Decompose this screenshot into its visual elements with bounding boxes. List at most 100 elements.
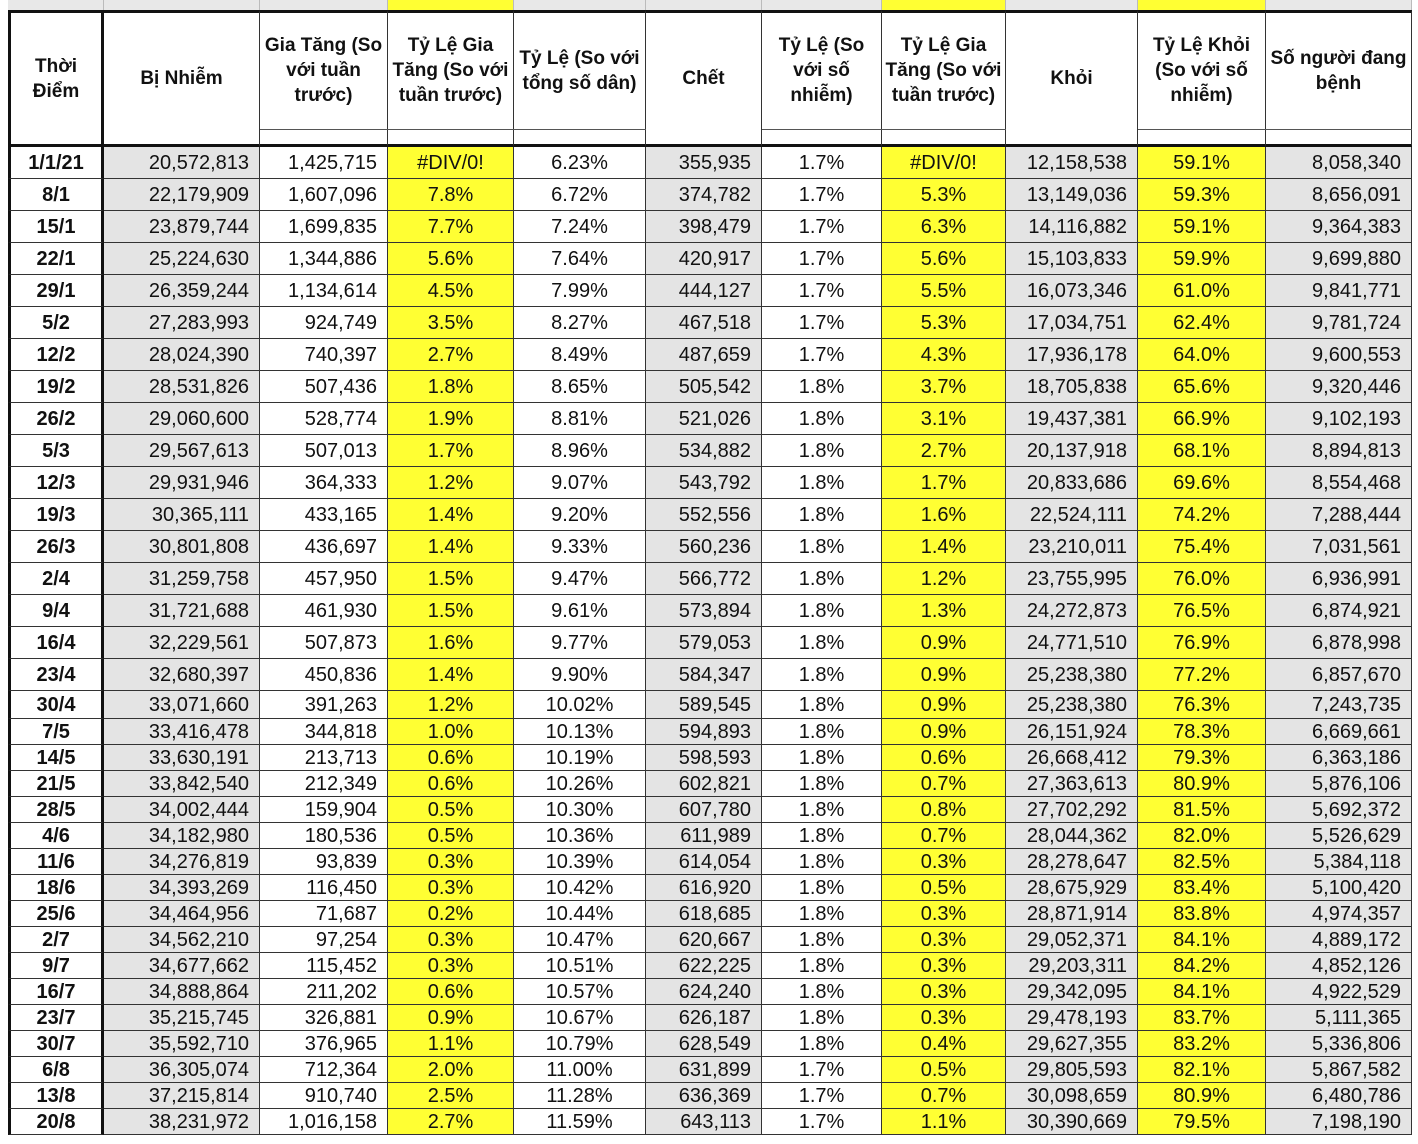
table-cell: 211,202 [260,979,388,1005]
table-cell: 71,687 [260,901,388,927]
table-cell: 355,935 [646,147,762,179]
table-cell: 0.7% [882,1083,1006,1109]
table-cell: 84.2% [1138,953,1266,979]
table-cell: 26/3 [8,531,104,563]
table-cell: 0.9% [882,691,1006,719]
table-cell: 9,841,771 [1266,275,1412,307]
table-cell: 16,073,346 [1006,275,1138,307]
table-cell: 15,103,833 [1006,243,1138,275]
header-subline [762,129,882,130]
table-cell: 25/6 [8,901,104,927]
table-cell: 62.4% [1138,307,1266,339]
table-cell: 29,627,355 [1006,1031,1138,1057]
table-cell: 9.33% [514,531,646,563]
table-cell: 1.7% [762,1057,882,1083]
table-cell: 6,857,670 [1266,659,1412,691]
table-cell: 1.7% [388,435,514,467]
table-cell: 20,137,918 [1006,435,1138,467]
table-cell: 1.8% [762,719,882,745]
table-cell: 505,542 [646,371,762,403]
header-subline [388,129,514,130]
table-cell: 16/7 [8,979,104,1005]
table-cell: 180,536 [260,823,388,849]
table-cell: 5.6% [388,243,514,275]
table-cell: 6,936,991 [1266,563,1412,595]
table-cell: 1.6% [882,499,1006,531]
table-cell: 10.57% [514,979,646,1005]
table-cell: 64.0% [1138,339,1266,371]
header-cell: Tỷ Lệ Gia Tăng (So với tuần trước) [388,10,514,147]
table-cell: 1,016,158 [260,1109,388,1135]
table-cell: 9.07% [514,467,646,499]
table-cell: 76.9% [1138,627,1266,659]
table-cell: 10.26% [514,771,646,797]
table-cell: 28,531,826 [104,371,260,403]
column-strip [882,0,1006,10]
table-cell: 8.49% [514,339,646,371]
table-cell: 10.44% [514,901,646,927]
table-cell: 11.00% [514,1057,646,1083]
table-cell: 8.96% [514,435,646,467]
table-cell: 12/2 [8,339,104,371]
table-cell: 0.3% [388,875,514,901]
table-cell: 28,278,647 [1006,849,1138,875]
table-cell: 1/1/21 [8,147,104,179]
table-cell: 374,782 [646,179,762,211]
table-cell: 19,437,381 [1006,403,1138,435]
table-cell: 1.4% [882,531,1006,563]
table-cell: 18/6 [8,875,104,901]
table-cell: 1.2% [388,467,514,499]
column-strip [8,0,104,10]
table-cell: 616,920 [646,875,762,901]
table-cell: 1.7% [762,179,882,211]
table-cell: 65.6% [1138,371,1266,403]
table-cell: 6.3% [882,211,1006,243]
table-cell: 0.5% [882,1057,1006,1083]
table-cell: 594,893 [646,719,762,745]
table-cell: 1.8% [762,927,882,953]
table-cell: 364,333 [260,467,388,499]
table-cell: 6,874,921 [1266,595,1412,627]
table-cell: 15/1 [8,211,104,243]
header-subline [514,129,646,130]
table-cell: 1.6% [388,627,514,659]
table-cell: 607,780 [646,797,762,823]
table-cell: 30,390,669 [1006,1109,1138,1135]
table-cell: 1.9% [388,403,514,435]
table-cell: 83.7% [1138,1005,1266,1031]
table-cell: 32,229,561 [104,627,260,659]
table-cell: 1.8% [762,979,882,1005]
table-cell: 27,283,993 [104,307,260,339]
table-cell: 0.3% [882,901,1006,927]
table-cell: 602,821 [646,771,762,797]
table-cell: 7,198,190 [1266,1109,1412,1135]
table-cell: 82.1% [1138,1057,1266,1083]
table-cell: 34,677,662 [104,953,260,979]
table-cell: 528,774 [260,403,388,435]
table-cell: 1.8% [762,467,882,499]
header-cell: Chết [646,10,762,147]
table-cell: 0.9% [882,719,1006,745]
column-strip [514,0,646,10]
table-cell: 1.7% [762,211,882,243]
table-cell: 1.8% [762,771,882,797]
table-cell: 34,002,444 [104,797,260,823]
table-cell: 83.8% [1138,901,1266,927]
table-cell: 0.8% [882,797,1006,823]
table-cell: 84.1% [1138,979,1266,1005]
table-cell: 4,974,357 [1266,901,1412,927]
table-cell: 30/7 [8,1031,104,1057]
table-cell: 27,702,292 [1006,797,1138,823]
table-cell: 450,836 [260,659,388,691]
table-cell: 0.6% [388,979,514,1005]
header-cell: Thời Điểm [8,10,104,147]
table-cell: 507,873 [260,627,388,659]
table-cell: 0.9% [388,1005,514,1031]
table-cell: 0.3% [882,927,1006,953]
table-cell: 4/6 [8,823,104,849]
table-cell: 29,805,593 [1006,1057,1138,1083]
table-cell: 31,721,688 [104,595,260,627]
table-cell: 34,888,864 [104,979,260,1005]
table-cell: 78.3% [1138,719,1266,745]
header-subline [882,129,1006,130]
